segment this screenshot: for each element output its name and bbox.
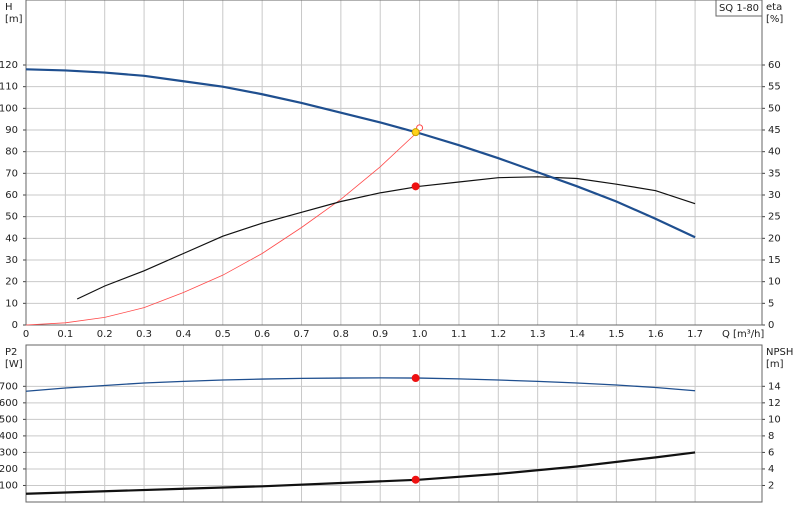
plot-frame <box>25 344 763 503</box>
y2-axis-unit: [m] <box>766 359 784 370</box>
legend-label: SQ 1-80 <box>719 3 759 14</box>
y2-tick-label: 60 <box>768 60 781 71</box>
x-tick-label: 1.7 <box>687 329 703 340</box>
y-tick-label: 30 <box>5 255 18 266</box>
y-tick-label: 50 <box>5 212 18 223</box>
y-axis-label: H <box>5 2 13 13</box>
x-tick-label: 0.9 <box>372 329 388 340</box>
y-tick-label: 500 <box>0 414 18 425</box>
y-tick-label: 600 <box>0 398 18 409</box>
x-tick-label: 0.6 <box>254 329 270 340</box>
y-tick-label: 10 <box>5 298 18 309</box>
y2-tick-label: 5 <box>768 298 774 309</box>
plot-area <box>26 345 762 502</box>
y2-tick-label: 8 <box>768 431 774 442</box>
y-tick-label: 80 <box>5 147 18 158</box>
y2-tick-label: 6 <box>768 447 774 458</box>
y2-tick-label: 55 <box>768 82 781 93</box>
y2-tick-label: 10 <box>768 277 781 288</box>
duty-point <box>411 374 420 383</box>
y-axis-label: P2 <box>5 347 17 358</box>
y2-tick-label: 2 <box>768 480 774 491</box>
x-tick-label: 0 <box>23 329 29 340</box>
plot-area <box>26 0 762 325</box>
x-tick-label: 1.1 <box>451 329 467 340</box>
y-tick-label: 40 <box>5 233 18 244</box>
y-tick-label: 300 <box>0 447 18 458</box>
x-axis-label: Q [m³/h] <box>722 329 764 340</box>
x-tick-label: 1.2 <box>490 329 506 340</box>
y2-tick-label: 12 <box>768 398 781 409</box>
x-tick-label: 0.2 <box>97 329 113 340</box>
x-tick-label: 1.5 <box>608 329 624 340</box>
y2-axis-label: NPSH <box>766 347 793 358</box>
legend-box <box>715 0 763 17</box>
y-tick-label: 0 <box>12 320 18 331</box>
x-tick-label: 0.5 <box>215 329 231 340</box>
y2-tick-label: 20 <box>768 233 781 244</box>
y-tick-label: 120 <box>0 60 18 71</box>
y2-tick-label: 40 <box>768 147 781 158</box>
y-axis-unit: [W] <box>5 359 23 370</box>
curve <box>76 176 696 300</box>
curve <box>25 377 696 392</box>
duty-point <box>411 128 420 137</box>
y2-tick-label: 0 <box>768 320 774 331</box>
x-tick-label: 0.1 <box>57 329 73 340</box>
duty-point <box>411 475 420 484</box>
y-tick-label: 90 <box>5 125 18 136</box>
y2-tick-label: 25 <box>768 212 781 223</box>
y2-tick-label: 4 <box>768 464 774 475</box>
y2-axis-unit: [%] <box>766 14 783 25</box>
curve <box>25 451 696 495</box>
y-axis-unit: [m] <box>5 14 23 25</box>
y2-tick-label: 15 <box>768 255 781 266</box>
y-tick-label: 60 <box>5 190 18 201</box>
y2-tick-label: 14 <box>768 381 781 392</box>
y-tick-label: 110 <box>0 82 18 93</box>
y-tick-label: 200 <box>0 464 18 475</box>
x-tick-label: 0.3 <box>136 329 152 340</box>
y-tick-label: 100 <box>0 480 18 491</box>
y2-axis-label: eta <box>766 2 782 13</box>
y-tick-label: 70 <box>5 168 18 179</box>
y-tick-label: 20 <box>5 277 18 288</box>
y2-tick-label: 45 <box>768 125 781 136</box>
y-tick-label: 100 <box>0 103 18 114</box>
duty-point <box>411 182 420 191</box>
x-tick-label: 1.3 <box>530 329 546 340</box>
x-tick-label: 0.4 <box>175 329 191 340</box>
curve <box>25 68 696 239</box>
y2-tick-label: 50 <box>768 103 781 114</box>
curve <box>25 129 420 326</box>
x-tick-label: 1.4 <box>569 329 585 340</box>
y2-tick-label: 10 <box>768 414 781 425</box>
x-tick-label: 0.7 <box>294 329 310 340</box>
x-tick-label: 1.0 <box>412 329 428 340</box>
plot-frame <box>25 0 763 326</box>
x-tick-label: 1.6 <box>648 329 664 340</box>
y2-tick-label: 30 <box>768 190 781 201</box>
y-tick-label: 400 <box>0 431 18 442</box>
y2-tick-label: 35 <box>768 168 781 179</box>
x-tick-label: 0.8 <box>333 329 349 340</box>
y-tick-label: 700 <box>0 381 18 392</box>
